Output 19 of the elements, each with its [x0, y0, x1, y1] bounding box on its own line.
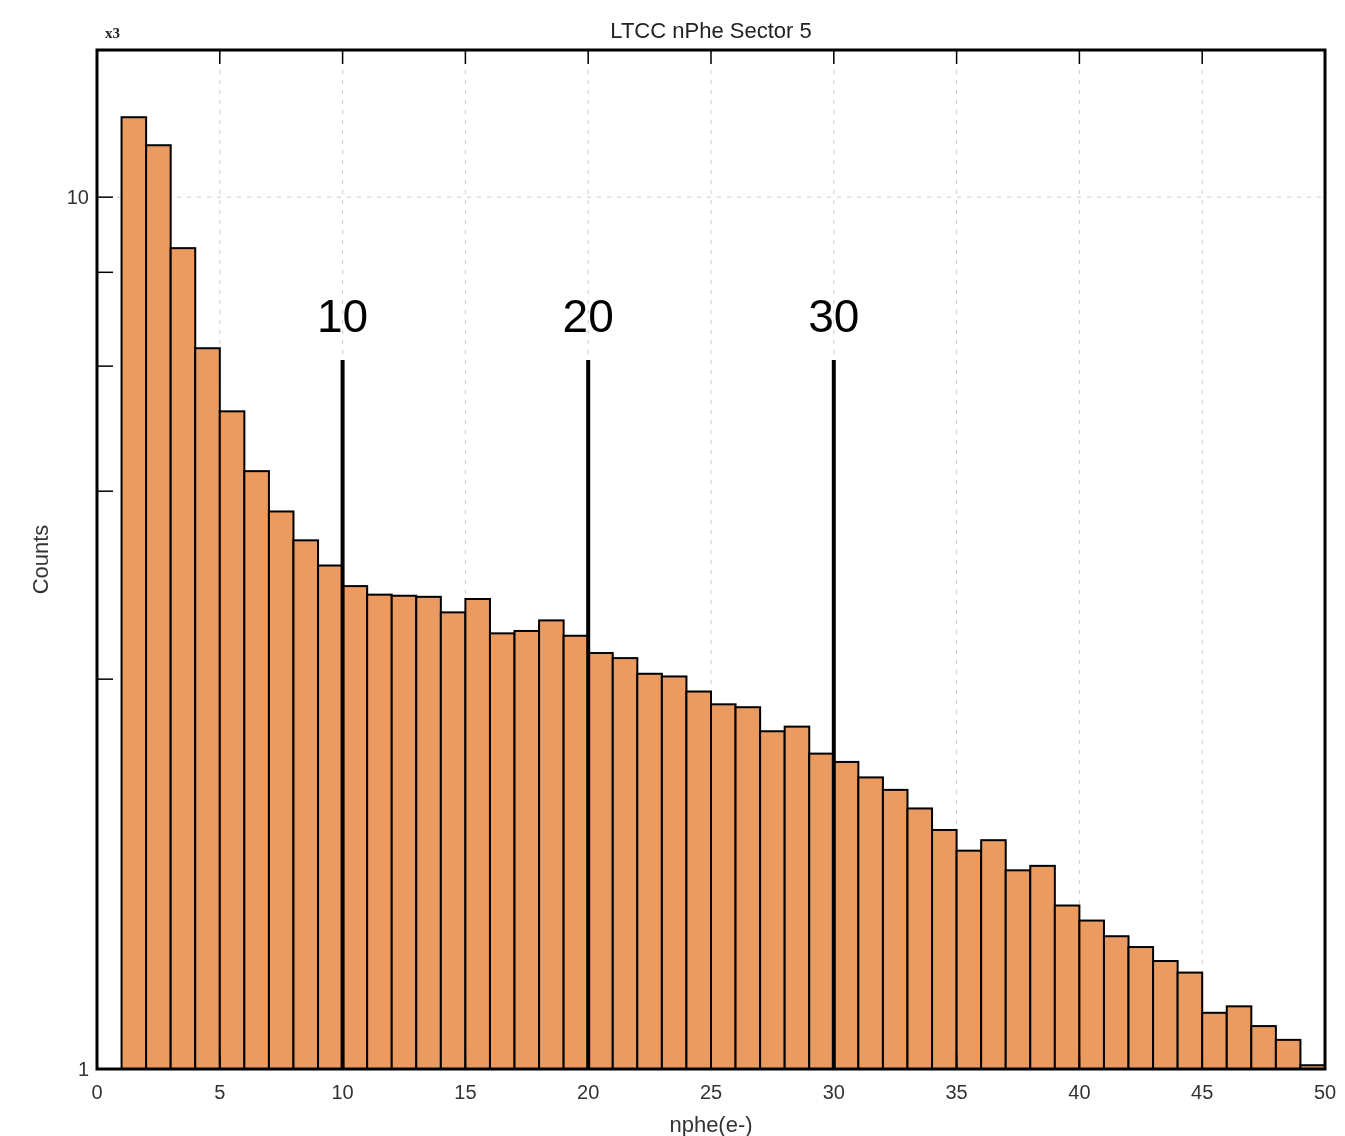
x-tick-label: 30: [822, 1081, 845, 1103]
x-tick-label: 50: [1313, 1081, 1337, 1103]
x-tick-label: 20: [577, 1081, 600, 1103]
x-tick-label: 35: [945, 1081, 968, 1103]
x-tick-label: 25: [699, 1081, 723, 1103]
y-tick-label: 1: [77, 1058, 89, 1080]
x-tick-label: 0: [91, 1081, 103, 1103]
x-tick-label: 40: [1068, 1081, 1091, 1103]
x-tick-label: 5: [214, 1081, 226, 1103]
ref-line-label: 20: [562, 290, 614, 342]
x-tick-label: 45: [1191, 1081, 1214, 1103]
ref-line-label: 10: [317, 290, 369, 342]
x-tick-label: 15: [454, 1081, 477, 1103]
y-axis-title: Counts: [28, 524, 53, 595]
x-axis-title: nphe(e-): [669, 1112, 753, 1136]
chart-title: LTCC nPhe Sector 5: [610, 18, 812, 43]
x-tick-label: 10: [331, 1081, 354, 1103]
ref-line-label: 30: [808, 290, 860, 342]
text: x3: [105, 25, 120, 41]
